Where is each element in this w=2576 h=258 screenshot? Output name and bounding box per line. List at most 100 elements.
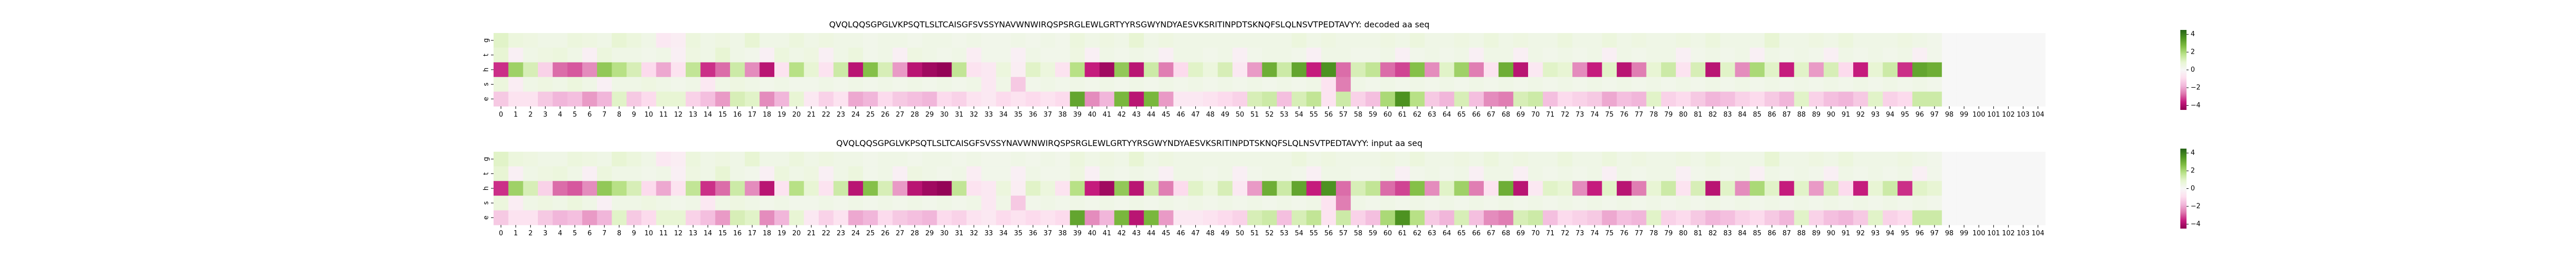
x-tick-label: 60 — [1383, 230, 1392, 237]
heatmap-cell — [1883, 33, 1898, 48]
heatmap-cell — [597, 181, 612, 196]
heatmap-cell — [1720, 91, 1735, 107]
x-tick-label: 94 — [1886, 111, 1895, 119]
heatmap-cell — [538, 33, 553, 48]
heatmap-cell — [1779, 33, 1794, 48]
x-tick-label: 32 — [970, 230, 978, 237]
x-tick-label: 51 — [1250, 230, 1259, 237]
x-tick-label: 39 — [1073, 230, 1082, 237]
heatmap-cell — [1262, 166, 1277, 182]
heatmap-cell — [1587, 62, 1602, 77]
heatmap-cell — [1661, 62, 1676, 77]
heatmap-cell — [774, 181, 790, 196]
x-tick-label: 26 — [881, 111, 890, 119]
x-tick-label: 5 — [573, 111, 577, 119]
heatmap-cell — [523, 33, 538, 48]
heatmap-cell — [966, 47, 982, 63]
heatmap-cell — [952, 77, 967, 92]
x-tick-label: 89 — [1812, 111, 1821, 119]
heatmap-cell — [567, 62, 583, 77]
heatmap-cell — [1247, 152, 1263, 167]
heatmap-cell — [1055, 210, 1071, 225]
heatmap-cell — [1040, 210, 1056, 225]
heatmap-cell — [1823, 91, 1839, 107]
heatmap-cell — [1956, 166, 1972, 182]
heatmap-cell — [1572, 196, 1588, 211]
heatmap-cell — [1823, 152, 1839, 167]
heatmap-cell — [1735, 62, 1750, 77]
heatmap-cell — [1646, 47, 1662, 63]
heatmap-cell — [1838, 47, 1854, 63]
x-tick-label: 66 — [1472, 111, 1481, 119]
heatmap-cell — [1025, 210, 1041, 225]
heatmap-cell — [1602, 62, 1617, 77]
heatmap-cell — [2030, 62, 2046, 77]
heatmap-cell — [1883, 166, 1898, 182]
x-tick-label: 54 — [1295, 230, 1303, 237]
y-tick-labels: g t h s e — [483, 157, 494, 220]
heatmap-cell — [1853, 166, 1869, 182]
heatmap-cell — [1336, 181, 1351, 196]
heatmap-cell — [1927, 166, 1942, 182]
heatmap-cell — [1853, 62, 1869, 77]
x-tick-label: 35 — [1014, 111, 1023, 119]
x-tick-label: 104 — [2031, 230, 2044, 237]
heatmap-cell — [1631, 62, 1647, 77]
x-tick-label: 41 — [1103, 111, 1111, 119]
heatmap-cell — [1853, 77, 1869, 92]
x-tick-label: 15 — [718, 111, 727, 119]
heatmap-cell — [789, 91, 804, 107]
x-tick-label: 43 — [1132, 111, 1141, 119]
heatmap-cell — [582, 181, 598, 196]
heatmap-cell — [892, 47, 908, 63]
heatmap-cell — [730, 47, 745, 63]
x-tick-label: 27 — [896, 230, 905, 237]
heatmap-cell — [1498, 196, 1514, 211]
heatmap-cell — [1217, 181, 1233, 196]
heatmap-cell — [1543, 196, 1558, 211]
heatmap-cell — [1838, 181, 1854, 196]
heatmap-cell — [1202, 33, 1218, 48]
heatmap-cell — [1306, 181, 1321, 196]
x-tick-label: 24 — [852, 111, 860, 119]
heatmap-cell — [1040, 152, 1056, 167]
heatmap-cell — [1055, 33, 1071, 48]
heatmap-cell — [597, 91, 612, 107]
heatmap-cell — [1129, 91, 1144, 107]
heatmap-cell — [774, 77, 790, 92]
x-tick-label: 45 — [1162, 111, 1171, 119]
x-tick-label: 60 — [1383, 111, 1392, 119]
heatmap-cell — [656, 62, 671, 77]
heatmap-cell — [1129, 152, 1144, 167]
heatmap-cell — [1099, 196, 1115, 211]
x-tick-label: 67 — [1487, 111, 1496, 119]
x-tick-label: 0 — [499, 230, 503, 237]
heatmap-cell — [1070, 210, 1085, 225]
x-tick-label: 36 — [1029, 111, 1038, 119]
heatmap-cell — [1779, 91, 1794, 107]
x-tick-label: 70 — [1531, 111, 1540, 119]
x-tick-label: 30 — [940, 230, 949, 237]
heatmap-cell — [523, 62, 538, 77]
heatmap-cell — [671, 33, 686, 48]
x-tick-labels: 0 1 2 3 4 5 6 7 8 9 10 11 12 13 14 15 16 17 18 19 20 21 22 23 24… — [499, 106, 2044, 119]
heatmap-cell — [1809, 152, 1824, 167]
heatmap-cell — [1617, 152, 1632, 167]
heatmap-cell — [1292, 77, 1307, 92]
x-tick-label: 83 — [1723, 111, 1732, 119]
heatmap-cell — [819, 181, 834, 196]
heatmap-cell — [567, 33, 583, 48]
heatmap-cell — [523, 210, 538, 225]
heatmap-cell — [1675, 62, 1691, 77]
heatmap-cell — [981, 77, 996, 92]
heatmap-cell — [1350, 196, 1366, 211]
heatmap-cell — [1380, 181, 1396, 196]
heatmap-cell — [1454, 166, 1469, 182]
heatmap-cell — [1661, 181, 1676, 196]
heatmap-cell — [1602, 91, 1617, 107]
x-tick-label: 20 — [792, 230, 801, 237]
heatmap-cell — [1705, 91, 1721, 107]
heatmap-cell — [848, 152, 863, 167]
heatmap-cell — [1380, 77, 1396, 92]
heatmap-cell — [1158, 196, 1174, 211]
